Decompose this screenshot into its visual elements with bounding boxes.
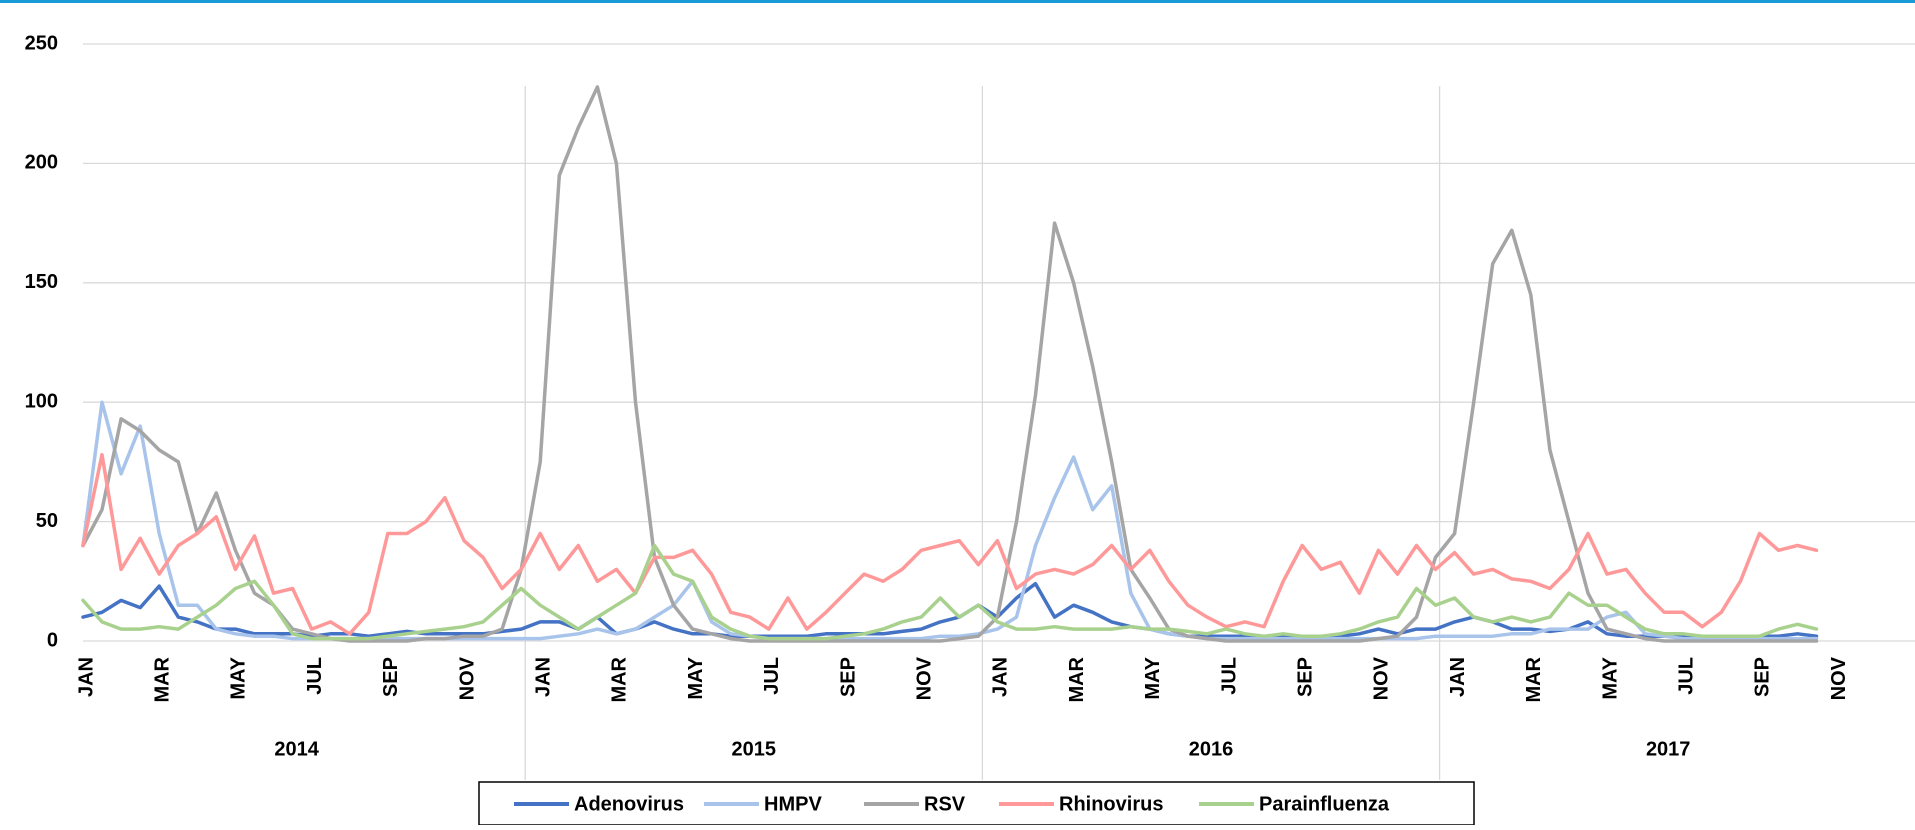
x-tick-label: SEP: [837, 657, 859, 697]
x-tick-label: JUL: [761, 657, 783, 695]
y-tick-label: 100: [25, 390, 58, 412]
line-series: [81, 400, 1819, 641]
x-tick-label: JAN: [990, 657, 1012, 697]
x-tick-label: MAY: [228, 656, 250, 699]
y-tick-label: 50: [36, 510, 58, 532]
x-tick-label: JAN: [532, 657, 554, 697]
legend-label: Adenovirus: [574, 793, 684, 815]
x-tick-label: JAN: [75, 657, 97, 697]
x-tick-label: NOV: [1828, 656, 1850, 700]
line-series: [81, 452, 1819, 636]
x-tick-label: JUL: [304, 657, 326, 695]
x-tick-label: SEP: [380, 657, 402, 697]
x-tick-label: NOV: [913, 656, 935, 700]
legend-label: Parainfluenza: [1259, 793, 1390, 815]
x-tick-label: MAY: [685, 656, 707, 699]
x-tick-label: MAR: [1523, 656, 1545, 702]
x-tick-label: JAN: [1447, 657, 1469, 697]
x-tick-label: MAY: [1142, 656, 1164, 699]
year-label: 2015: [732, 738, 777, 760]
year-label: 2017: [1646, 738, 1691, 760]
x-tick-label: MAR: [609, 656, 631, 702]
line-series: [81, 581, 1819, 638]
y-tick-label: 200: [25, 152, 58, 174]
year-label: 2016: [1189, 738, 1234, 760]
x-tick-label: NOV: [456, 656, 478, 700]
x-tick-label: NOV: [1371, 656, 1393, 700]
year-label: 2014: [274, 738, 319, 760]
x-tick-label: MAR: [1066, 656, 1088, 702]
x-tick-label: MAR: [151, 656, 173, 702]
x-tick-label: MAY: [1599, 656, 1621, 699]
line-series: [81, 85, 1819, 643]
x-tick-label: SEP: [1752, 657, 1774, 697]
line-series: [81, 543, 1819, 641]
legend-label: Rhinovirus: [1059, 793, 1163, 815]
y-tick-label: 150: [25, 271, 58, 293]
top-border: [0, 0, 1915, 3]
y-tick-label: 250: [25, 32, 58, 54]
legend-box: [478, 781, 1475, 826]
legend-label: RSV: [924, 793, 966, 815]
x-tick-label: JUL: [1675, 657, 1697, 695]
x-tick-label: SEP: [1294, 657, 1316, 697]
x-tick-label: JUL: [1218, 657, 1240, 695]
y-tick-label: 0: [47, 629, 58, 651]
legend-label: HMPV: [764, 793, 822, 815]
